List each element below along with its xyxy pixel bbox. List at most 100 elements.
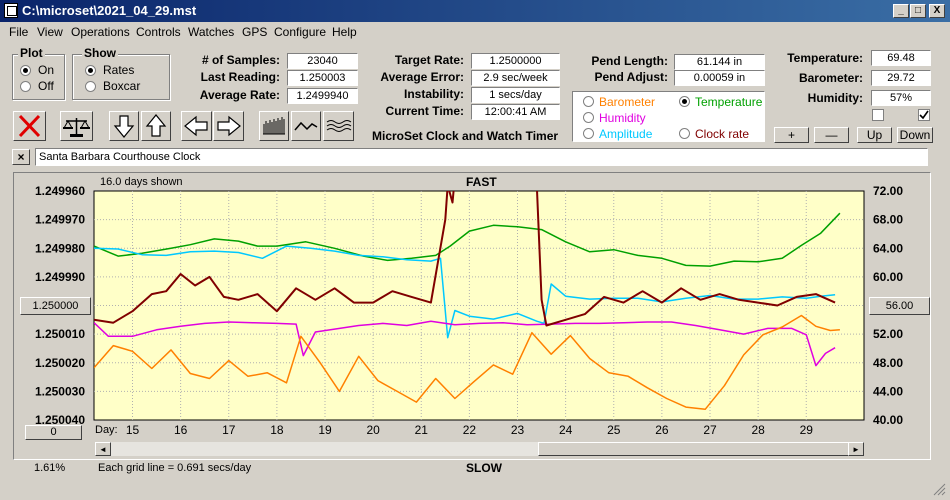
checkmark-icon xyxy=(919,110,929,120)
clock-name-input[interactable]: Santa Barbara Courthouse Clock xyxy=(35,148,928,166)
move-down-button[interactable] xyxy=(109,111,139,141)
move-right-button[interactable] xyxy=(213,111,244,141)
move-left-button[interactable] xyxy=(181,111,212,141)
waves-icon xyxy=(326,120,352,132)
average-error-label: Average Error: xyxy=(380,70,464,84)
app-icon xyxy=(4,3,18,18)
multi-line-button[interactable] xyxy=(323,111,354,141)
show-boxcar-radio[interactable] xyxy=(85,81,96,92)
show-group xyxy=(72,54,170,100)
x-axis-ticks: 15 16 17 18 19 20 21 22 23 24 25 26 27 28 29 xyxy=(126,423,813,437)
minimize-button[interactable]: _ xyxy=(893,4,909,18)
days-shown-label: 16.0 days shown xyxy=(100,176,183,188)
scroll-right-arrow-icon[interactable]: ► xyxy=(848,442,864,456)
option-checkbox-1[interactable] xyxy=(872,109,884,121)
current-time-value: 12:00:41 AM xyxy=(471,104,560,120)
zoom-in-button[interactable]: + xyxy=(774,127,809,143)
line-display-button[interactable] xyxy=(291,111,321,141)
move-up-button[interactable] xyxy=(141,111,171,141)
close-button[interactable]: X xyxy=(929,4,945,18)
balance-button[interactable] xyxy=(60,111,93,141)
left-axis-value-button[interactable]: 1.250000 xyxy=(20,297,91,315)
show-rates-radio[interactable] xyxy=(85,65,96,76)
menu-file[interactable]: File xyxy=(9,25,29,39)
x-tick-label: 18 xyxy=(270,423,284,437)
scroll-up-button[interactable]: Up xyxy=(857,127,892,143)
menu-configure[interactable]: Configure xyxy=(274,25,327,39)
series-line-humidity xyxy=(94,320,836,367)
left-tick-label: 1.250030 xyxy=(35,384,85,398)
horizontal-scrollbar[interactable]: ◄ ► xyxy=(94,441,865,457)
arrow-right-icon xyxy=(217,115,241,137)
zero-button[interactable]: 0 xyxy=(25,425,82,440)
x-tick-label: 27 xyxy=(703,423,717,437)
menu-operations[interactable]: Operations xyxy=(71,25,130,39)
plot-on-radio[interactable] xyxy=(20,65,31,76)
clear-x-icon xyxy=(18,114,41,138)
legend-temperature-label: Temperature xyxy=(695,95,763,109)
x-tick-label: 15 xyxy=(126,423,140,437)
show-boxcar-label: Boxcar xyxy=(103,79,141,93)
zoom-out-button[interactable]: — xyxy=(814,127,849,143)
window-title: C:\microset\2021_04_29.mst xyxy=(22,3,197,18)
series-line-temperature xyxy=(94,212,841,267)
legend-humidity-radio[interactable] xyxy=(583,112,594,123)
bar-display-button[interactable] xyxy=(259,111,289,141)
menu-controls[interactable]: Controls xyxy=(136,25,181,39)
x-tick-label: 29 xyxy=(800,423,814,437)
maximize-button[interactable]: □ xyxy=(910,4,926,18)
right-tick-label: 60.00 xyxy=(873,270,903,284)
x-tick-label: 24 xyxy=(559,423,573,437)
series-line-clock-rate xyxy=(94,191,836,327)
legend-temperature-radio[interactable] xyxy=(679,96,690,107)
legend-clock-rate-label: Clock rate xyxy=(695,127,750,141)
left-tick-label: 1.249970 xyxy=(35,213,85,227)
legend-barometer-radio[interactable] xyxy=(583,96,594,107)
left-tick-label: 1.249980 xyxy=(35,241,85,255)
x-tick-label: 25 xyxy=(607,423,621,437)
target-rate-value: 1.2500000 xyxy=(471,53,560,69)
scrollbar-thumb[interactable] xyxy=(538,442,849,456)
clear-button[interactable] xyxy=(13,111,46,141)
average-error-value: 2.9 sec/week xyxy=(471,70,560,86)
x-tick-label: 20 xyxy=(366,423,380,437)
right-tick-label: 64.00 xyxy=(873,241,903,255)
x-tick-label: 21 xyxy=(415,423,429,437)
legend-amplitude-radio[interactable] xyxy=(583,128,594,139)
menu-help[interactable]: Help xyxy=(332,25,357,39)
x-tick-label: 26 xyxy=(655,423,669,437)
barometer-label: Barometer: xyxy=(798,71,863,85)
instability-value: 1 secs/day xyxy=(471,87,560,103)
legend-amplitude-label: Amplitude xyxy=(599,127,653,141)
scroll-down-button[interactable]: Down xyxy=(897,127,933,143)
fast-label: FAST xyxy=(466,175,497,189)
menu-view[interactable]: View xyxy=(37,25,63,39)
x-tick-label: 16 xyxy=(174,423,188,437)
chart-panel xyxy=(13,172,931,460)
right-tick-label: 44.00 xyxy=(873,384,903,398)
resize-grip-icon[interactable] xyxy=(930,480,946,496)
right-tick-label: 52.00 xyxy=(873,327,903,341)
legend-box xyxy=(572,91,765,142)
scroll-left-arrow-icon[interactable]: ◄ xyxy=(95,442,111,456)
app-subtitle: MicroSet Clock and Watch Timer xyxy=(372,129,559,143)
percent-label: 1.61% xyxy=(34,462,66,474)
target-rate-label: Target Rate: xyxy=(394,53,464,67)
temperature-value: 69.48 xyxy=(871,50,931,66)
pend-adjust-label: Pend Adjust: xyxy=(594,70,668,84)
grid-lines xyxy=(94,191,864,420)
right-axis-value-button[interactable]: 56.00 xyxy=(869,297,930,315)
legend-clock-rate-radio[interactable] xyxy=(679,128,690,139)
right-tick-label: 48.00 xyxy=(873,356,903,370)
right-tick-label: 68.00 xyxy=(873,213,903,227)
option-checkbox-2[interactable] xyxy=(918,109,930,121)
menu-gps[interactable]: GPS xyxy=(242,25,268,39)
remove-clock-button[interactable]: × xyxy=(12,149,30,165)
show-rates-label: Rates xyxy=(103,63,135,77)
menu-watches[interactable]: Watches xyxy=(188,25,235,39)
right-tick-label: 40.00 xyxy=(873,413,903,427)
title-bar: C:\microset\2021_04_29.mst _ □ X xyxy=(0,0,950,22)
x-tick-label: 28 xyxy=(751,423,765,437)
plot-off-radio[interactable] xyxy=(20,81,31,92)
